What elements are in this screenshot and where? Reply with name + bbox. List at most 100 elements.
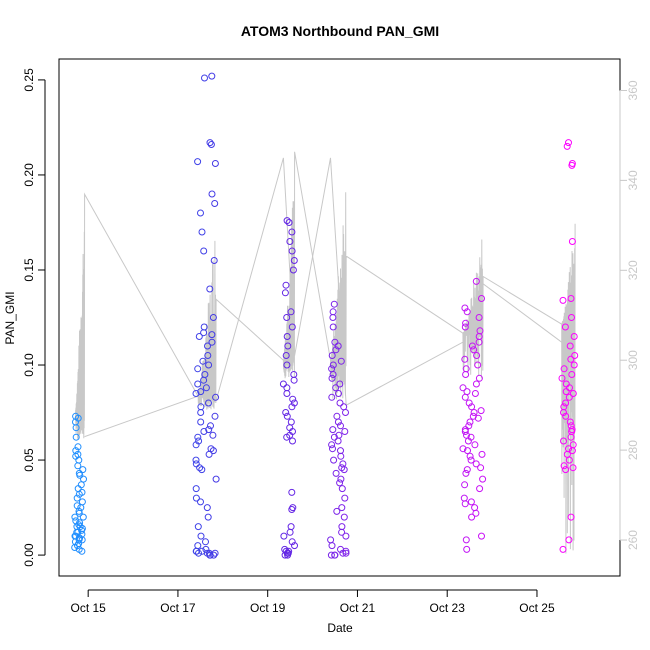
data-point: [209, 314, 217, 321]
data-point: [78, 547, 86, 555]
data-point: [72, 433, 80, 441]
data-point: [283, 217, 291, 225]
data-point: [570, 361, 578, 369]
data-point: [336, 380, 344, 388]
data-point: [464, 447, 471, 455]
data-point: [328, 352, 336, 359]
data-point: [206, 551, 214, 559]
data-point: [472, 380, 480, 388]
data-point: [459, 445, 467, 453]
data-point: [329, 445, 336, 453]
data-point: [280, 532, 288, 540]
data-point: [209, 447, 217, 455]
data-point: [462, 469, 470, 477]
data-point: [195, 333, 203, 340]
data-point: [204, 513, 212, 521]
data-point: [327, 551, 335, 559]
data-point: [281, 551, 289, 559]
data-point: [568, 238, 576, 245]
data-point: [281, 289, 289, 297]
data-point: [194, 380, 202, 388]
data-point: [283, 549, 291, 557]
data-point: [286, 238, 294, 245]
data-point: [290, 376, 298, 384]
data-point: [209, 431, 217, 439]
data-point: [202, 538, 209, 546]
data-point: [289, 266, 297, 274]
data-point: [461, 500, 469, 508]
y-tick-label: 0.00: [22, 543, 36, 567]
data-point: [208, 190, 216, 198]
data-point: [560, 365, 568, 373]
y-axis-label: PAN_GMI: [3, 291, 17, 344]
data-point: [461, 481, 469, 489]
right-tick-label: 280: [626, 440, 640, 460]
right-tick-label: 320: [626, 260, 640, 280]
data-point: [472, 460, 480, 468]
data-point: [200, 329, 208, 337]
right-tick-label: 300: [626, 350, 640, 370]
data-point: [560, 462, 568, 470]
data-point: [561, 323, 569, 331]
data-point: [340, 513, 348, 521]
secondary-line: [75, 151, 576, 554]
data-point: [210, 257, 218, 264]
data-point: [334, 418, 342, 426]
data-point: [463, 466, 471, 474]
data-point: [194, 433, 202, 441]
x-tick-label: Oct 23: [430, 601, 466, 615]
data-point: [463, 545, 471, 553]
data-point: [74, 462, 82, 470]
y-tick-label: 0.15: [22, 258, 36, 282]
data-point: [286, 528, 294, 536]
data-point: [560, 409, 567, 416]
data-point: [192, 494, 200, 502]
data-point: [568, 371, 576, 378]
data-point: [75, 509, 83, 517]
data-point: [197, 209, 204, 217]
data-point: [330, 433, 338, 441]
data-point: [289, 395, 297, 403]
data-point: [205, 450, 213, 458]
data-point: [470, 346, 478, 354]
data-point: [211, 200, 219, 207]
data-point: [289, 437, 296, 445]
data-point: [208, 331, 216, 339]
data-point: [204, 342, 211, 350]
data-point: [341, 494, 349, 502]
data-point: [198, 466, 206, 474]
data-point: [328, 374, 336, 382]
data-point: [211, 412, 219, 420]
data-point: [212, 393, 220, 401]
data-point: [468, 342, 476, 350]
data-point: [463, 308, 471, 316]
data-point: [206, 285, 214, 293]
data-point: [478, 295, 485, 302]
data-point: [562, 466, 570, 474]
data-point: [333, 507, 341, 515]
data-point: [72, 424, 80, 432]
data-point: [71, 544, 79, 551]
data-point: [565, 139, 572, 147]
data-point: [570, 333, 578, 340]
data-point: [462, 536, 470, 544]
data-point: [461, 323, 469, 331]
data-point: [336, 479, 344, 487]
data-point: [192, 456, 200, 464]
data-point: [565, 456, 573, 464]
data-point: [466, 418, 474, 426]
data-point: [197, 388, 205, 396]
right-tick-label: 360: [626, 80, 640, 100]
data-point: [283, 333, 291, 340]
right-axis: 260 280 300 320 340 360: [619, 80, 640, 550]
data-point: [288, 506, 296, 513]
data-point: [461, 304, 469, 312]
data-point: [290, 257, 298, 264]
data-point: [567, 295, 575, 302]
data-point: [205, 361, 213, 369]
data-point: [203, 504, 211, 512]
data-point: [342, 549, 350, 557]
x-tick-label: Oct 19: [250, 601, 286, 615]
data-point: [285, 219, 293, 226]
data-point: [473, 352, 481, 359]
